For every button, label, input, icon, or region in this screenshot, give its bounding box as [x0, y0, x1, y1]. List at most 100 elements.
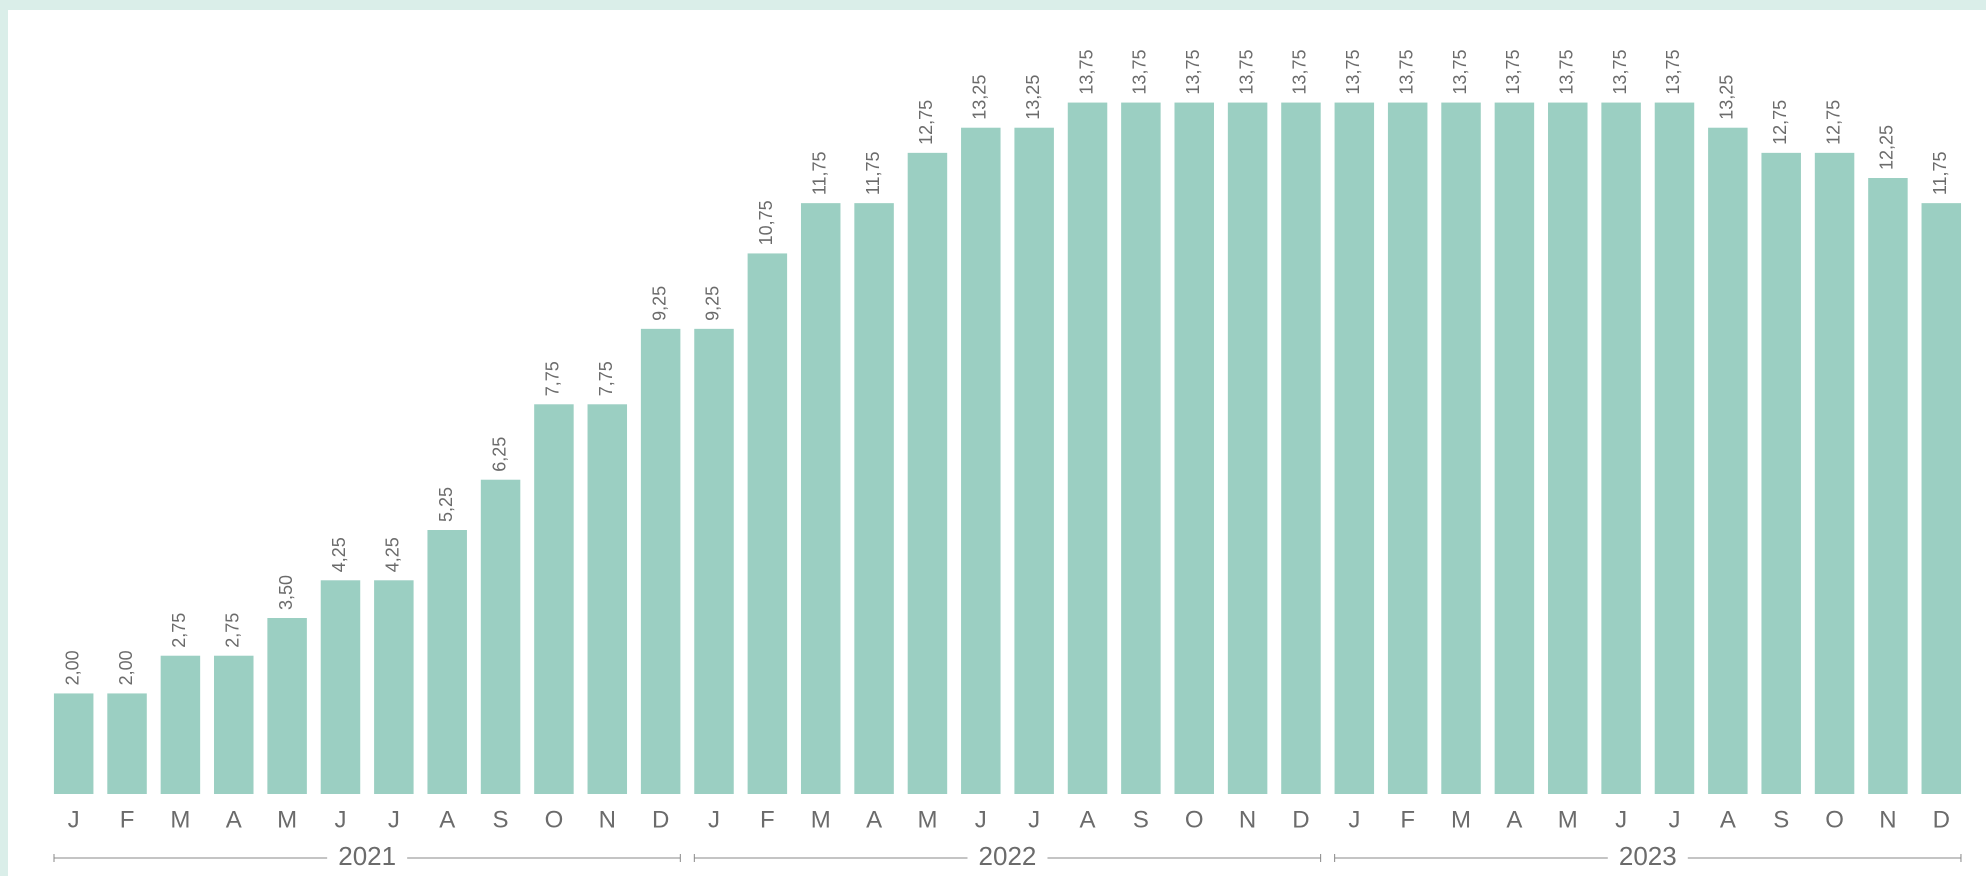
bar [1121, 102, 1161, 795]
value-label: 4,25 [329, 537, 349, 572]
value-label: 12,25 [1877, 125, 1897, 170]
value-label: 7,75 [543, 361, 563, 396]
x-tick-label: A [1080, 806, 1096, 833]
bar [1441, 102, 1481, 795]
bar [1281, 102, 1321, 795]
bar [1227, 102, 1268, 795]
value-label: 13,75 [1663, 50, 1683, 95]
value-label: 4,25 [383, 537, 403, 572]
bar [1494, 102, 1535, 795]
bar [1014, 127, 1054, 794]
bar [320, 580, 361, 794]
value-label: 3,50 [276, 575, 296, 610]
x-tick-label: J [1348, 806, 1360, 833]
x-tick-label: S [1773, 806, 1789, 833]
x-tick-label: M [277, 806, 297, 833]
year-label: 2022 [979, 841, 1037, 871]
x-tick-label: O [1185, 806, 1204, 833]
x-tick-label: A [1506, 806, 1522, 833]
value-label: 9,25 [703, 286, 723, 321]
x-tick-label: N [1239, 806, 1256, 833]
bar [160, 655, 201, 794]
value-label: 7,75 [596, 361, 616, 396]
bar [640, 328, 681, 794]
x-tick-label: J [334, 806, 346, 833]
value-label: 13,75 [1503, 50, 1523, 95]
x-tick-label: F [760, 806, 775, 833]
value-label: 13,25 [1717, 75, 1737, 120]
bar [1174, 102, 1214, 795]
x-tick-label: F [120, 806, 135, 833]
x-tick-label: O [1825, 806, 1844, 833]
bar [1761, 152, 1801, 794]
bar [1868, 178, 1908, 794]
x-tick-label: J [1615, 806, 1627, 833]
bar [1601, 102, 1641, 795]
bar [1921, 203, 1962, 795]
value-label: 13,75 [1343, 50, 1363, 95]
x-tick-label: N [599, 806, 616, 833]
value-label: 6,25 [489, 437, 509, 472]
value-label: 12,75 [1770, 100, 1790, 145]
x-tick-label: M [811, 806, 831, 833]
value-label: 13,75 [1290, 50, 1310, 95]
x-tick-label: J [708, 806, 720, 833]
bar [534, 404, 574, 794]
value-label: 2,75 [223, 613, 243, 648]
bar [214, 655, 254, 794]
value-label: 9,25 [649, 286, 669, 321]
bar [374, 580, 414, 794]
bar [907, 152, 948, 794]
value-label: 2,00 [116, 650, 136, 685]
bar [1387, 102, 1428, 795]
bar [1654, 102, 1695, 795]
bar [587, 404, 628, 794]
x-tick-label: J [68, 806, 80, 833]
x-tick-label: D [1292, 806, 1309, 833]
value-label: 12,75 [916, 100, 936, 145]
value-label: 5,25 [436, 487, 456, 522]
x-tick-label: M [170, 806, 190, 833]
x-tick-label: S [493, 806, 509, 833]
value-label: 13,75 [1450, 50, 1470, 95]
bar [1548, 102, 1588, 795]
bar [854, 203, 894, 795]
value-label: 13,75 [1396, 50, 1416, 95]
value-label: 13,75 [1557, 50, 1577, 95]
bar [1814, 152, 1855, 794]
bar [107, 693, 147, 794]
x-tick-label: J [1668, 806, 1680, 833]
x-tick-label: F [1400, 806, 1415, 833]
bar [800, 203, 841, 795]
x-tick-label: M [1558, 806, 1578, 833]
value-label: 13,75 [1610, 50, 1630, 95]
value-label: 11,75 [1930, 151, 1950, 195]
x-tick-label: N [1879, 806, 1896, 833]
year-label: 2021 [338, 841, 396, 871]
bar [1067, 102, 1108, 795]
bar [1708, 127, 1748, 794]
bar [427, 530, 467, 794]
x-tick-label: A [439, 806, 455, 833]
x-tick-label: M [1451, 806, 1471, 833]
value-label: 2,00 [62, 650, 82, 685]
x-tick-label: S [1133, 806, 1149, 833]
bar [961, 127, 1001, 794]
value-label: 13,75 [1236, 50, 1256, 95]
bar [1334, 102, 1375, 795]
x-tick-label: A [226, 806, 242, 833]
value-label: 13,25 [970, 75, 990, 120]
value-label: 10,75 [756, 200, 776, 245]
bar [747, 253, 788, 794]
x-tick-label: A [866, 806, 882, 833]
bar [480, 479, 521, 794]
value-label: 11,75 [863, 151, 883, 195]
value-label: 11,75 [809, 151, 829, 195]
x-tick-label: D [652, 806, 669, 833]
bar [53, 693, 94, 794]
year-label: 2023 [1619, 841, 1677, 871]
x-tick-label: M [917, 806, 937, 833]
value-label: 13,25 [1023, 75, 1043, 120]
x-tick-label: J [1028, 806, 1040, 833]
